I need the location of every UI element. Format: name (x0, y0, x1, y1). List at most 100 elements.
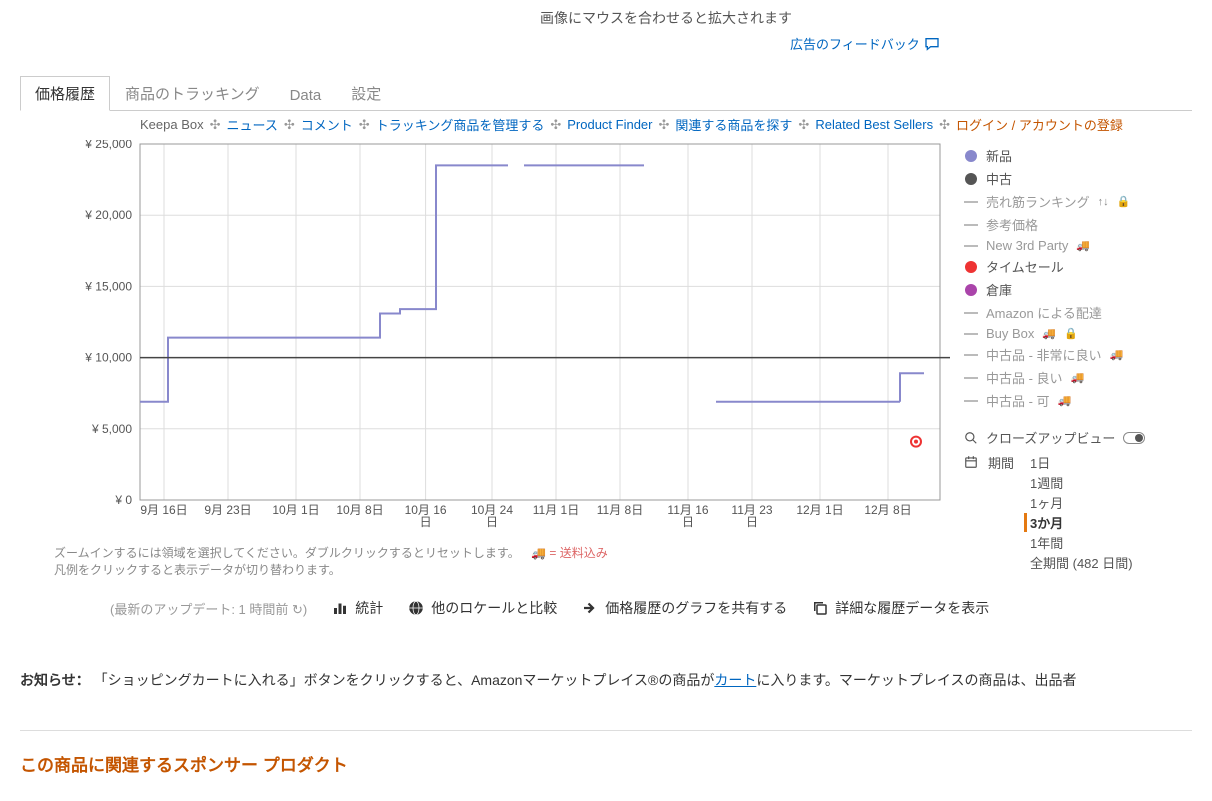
svg-text:日: 日 (420, 515, 432, 529)
legend-label: 中古品 - 可 (986, 391, 1050, 410)
legend-marker-icon (964, 371, 978, 385)
chart-footer-notes: ズームインするには領域を選択してください。ダブルクリックするとリセットします。 … (40, 540, 950, 578)
legend-item[interactable]: 中古品 - 非常に良い🚚 (964, 343, 1192, 366)
truck-icon: 🚚 (1042, 327, 1056, 340)
toggle-switch[interactable] (1123, 432, 1145, 444)
svg-text:9月 23日: 9月 23日 (204, 503, 251, 517)
svg-text:¥ 5,000: ¥ 5,000 (91, 422, 132, 436)
sublink[interactable]: 関連する商品を探す (675, 115, 792, 134)
legend-item[interactable]: 売れ筋ランキング↑↓🔒 (964, 190, 1192, 213)
compare-link[interactable]: 他のロケールと比較 (407, 598, 557, 618)
separator-icon: ✣ (798, 117, 809, 133)
share-link[interactable]: 価格履歴のグラフを共有する (581, 598, 787, 618)
close-up-label: クローズアップビュー (986, 428, 1115, 447)
legend-item[interactable]: 参考価格 (964, 213, 1192, 236)
share-label: 価格履歴のグラフを共有する (605, 598, 787, 618)
period-option[interactable]: 全期間 (482 日間) (1024, 553, 1133, 572)
separator-icon: ✣ (550, 117, 561, 133)
tab-data[interactable]: Data (275, 80, 337, 110)
separator-icon: ✣ (939, 117, 950, 133)
legend-marker-icon (964, 149, 978, 163)
lock-icon: 🔒 (1117, 195, 1131, 208)
speech-bubble-icon (924, 37, 940, 51)
legend-marker-icon (964, 283, 978, 297)
tab-settings[interactable]: 設定 (336, 76, 396, 110)
period-option[interactable]: 1ヶ月 (1024, 493, 1133, 512)
svg-text:¥ 0: ¥ 0 (114, 493, 132, 507)
magnify-icon (964, 431, 978, 445)
sublink[interactable]: トラッキング商品を管理する (376, 115, 545, 134)
legend-label: タイムセール (986, 257, 1064, 276)
legend-label: 中古品 - 非常に良い (986, 345, 1102, 364)
legend-marker-icon (964, 172, 978, 186)
sublink[interactable]: Product Finder (567, 117, 652, 132)
legend-marker-icon (964, 195, 978, 209)
sponsor-heading: この商品に関連するスポンサー プロダクト (0, 751, 1212, 796)
legend-item[interactable]: New 3rd Party 🚚 (964, 236, 1192, 255)
hover-hint: 画像にマウスを合わせると拡大されます (140, 8, 1192, 28)
svg-text:11月 8日: 11月 8日 (597, 503, 643, 517)
svg-text:12月 8日: 12月 8日 (864, 503, 911, 517)
calendar-icon (964, 455, 978, 469)
detailed-label: 詳細な履歴データを表示 (835, 598, 989, 618)
legend-item[interactable]: 新品 (964, 144, 1192, 167)
period-option[interactable]: 1日 (1024, 453, 1133, 472)
svg-text:¥ 25,000: ¥ 25,000 (84, 140, 132, 151)
stats-link[interactable]: 統計 (331, 598, 383, 618)
sort-icon: ↑↓ (1098, 196, 1109, 208)
period-option[interactable]: 3か月 (1024, 513, 1133, 532)
legend-marker-icon (964, 218, 978, 232)
separator-icon: ✣ (210, 117, 221, 133)
cart-link[interactable]: カート (714, 672, 756, 688)
period-option[interactable]: 1年間 (1024, 533, 1133, 552)
detailed-link[interactable]: 詳細な履歴データを表示 (811, 598, 989, 618)
legend-item[interactable]: 中古品 - 可🚚 (964, 389, 1192, 412)
svg-text:¥ 15,000: ¥ 15,000 (84, 279, 132, 293)
legend-marker-icon (964, 306, 978, 320)
legend-label: 参考価格 (986, 215, 1038, 234)
svg-text:¥ 20,000: ¥ 20,000 (84, 208, 132, 222)
legend-item[interactable]: 倉庫 (964, 278, 1192, 301)
legend-label: Amazon による配達 (986, 303, 1102, 322)
globe-icon (407, 599, 425, 617)
legend-label: Buy Box (986, 326, 1034, 341)
separator-icon: ✣ (659, 117, 670, 133)
sublink[interactable]: ニュース (227, 115, 278, 134)
tab-history[interactable]: 価格履歴 (20, 76, 110, 111)
sublink[interactable]: Related Best Sellers (815, 117, 933, 132)
period-option[interactable]: 1週間 (1024, 473, 1133, 492)
ad-feedback-label: 広告のフィードバック (790, 34, 920, 53)
legend-label: 新品 (986, 146, 1012, 165)
notice-text-before: 「ショッピングカートに入れる」ボタンをクリックすると、Amazonマーケットプレ… (94, 672, 715, 688)
legend-label: 中古品 - 良い (986, 368, 1063, 387)
period-selector: 期間 1日1週間1ヶ月3か月1年間全期間 (482 日間) (964, 453, 1192, 572)
legend-item[interactable]: 中古品 - 良い 🚚 (964, 366, 1192, 389)
sublink[interactable]: コメント (301, 115, 353, 134)
truck-icon: 🚚 (1071, 371, 1085, 384)
separator-icon: ✣ (284, 117, 295, 133)
legend-item[interactable]: Amazon による配達 (964, 301, 1192, 324)
tab-tracking[interactable]: 商品のトラッキング (110, 76, 275, 110)
legend-marker-icon (964, 348, 978, 362)
legend-marker-icon (964, 327, 978, 341)
legend-label: 倉庫 (986, 280, 1012, 299)
ad-feedback-link[interactable]: 広告のフィードバック (20, 34, 1192, 53)
copy-icon (811, 599, 829, 617)
svg-text:12月 1日: 12月 1日 (796, 503, 843, 517)
legend-marker-icon (964, 394, 978, 408)
svg-text:日: 日 (746, 515, 758, 529)
notice-section: お知らせ： 「ショッピングカートに入れる」ボタンをクリックすると、Amazonマ… (0, 630, 1212, 710)
legend-item[interactable]: 中古 (964, 167, 1192, 190)
close-up-toggle[interactable]: クローズアップビュー (964, 428, 1192, 447)
legend-label: New 3rd Party (986, 238, 1068, 253)
truck-icon: 🚚 (1076, 239, 1090, 252)
legend-item[interactable]: Buy Box🚚🔒 (964, 324, 1192, 343)
price-history-chart[interactable]: ¥ 0¥ 5,000¥ 10,000¥ 15,000¥ 20,000¥ 25,0… (40, 140, 950, 540)
svg-text:日: 日 (682, 515, 694, 529)
login-link[interactable]: ログイン / アカウントの登録 (956, 115, 1123, 134)
legend-item[interactable]: タイムセール (964, 255, 1192, 278)
stats-label: 統計 (355, 598, 383, 618)
tabs: 価格履歴商品のトラッキングData設定 (20, 75, 1192, 111)
svg-text:11月 1日: 11月 1日 (533, 503, 579, 517)
zoom-hint: ズームインするには領域を選択してください。ダブルクリックするとリセットします。 (54, 546, 520, 560)
